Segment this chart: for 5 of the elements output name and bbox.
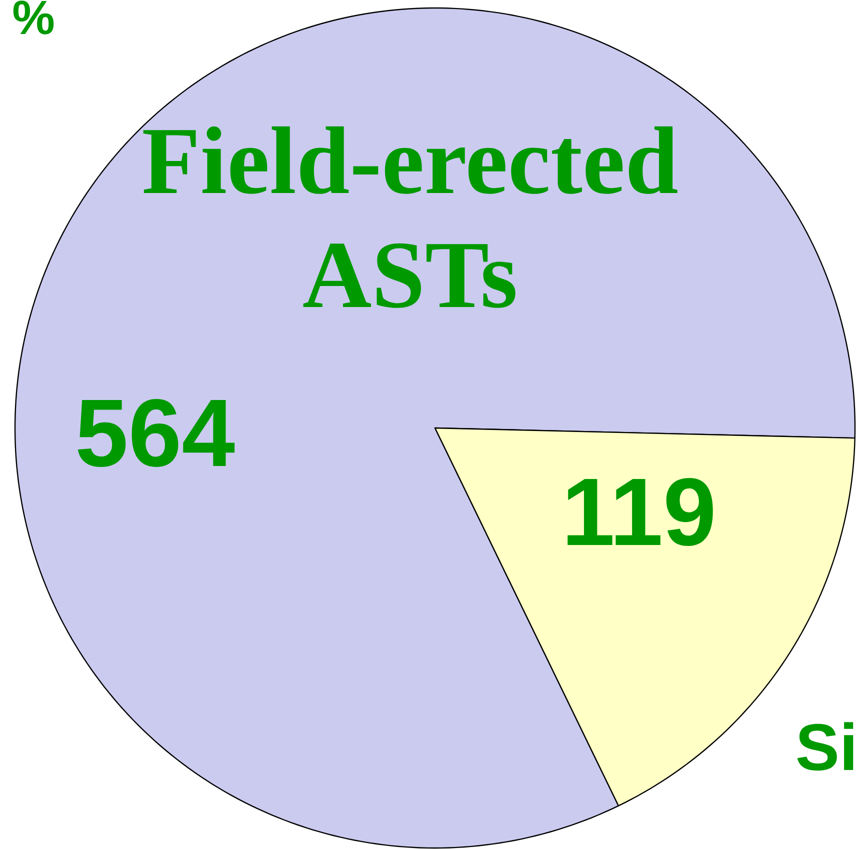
data-label: 564 <box>78 399 235 467</box>
text: Si <box>797 722 854 771</box>
data-label: 119 <box>568 478 713 546</box>
text: % <box>13 0 54 34</box>
slice-label: Field-erected ASTs <box>143 126 678 308</box>
